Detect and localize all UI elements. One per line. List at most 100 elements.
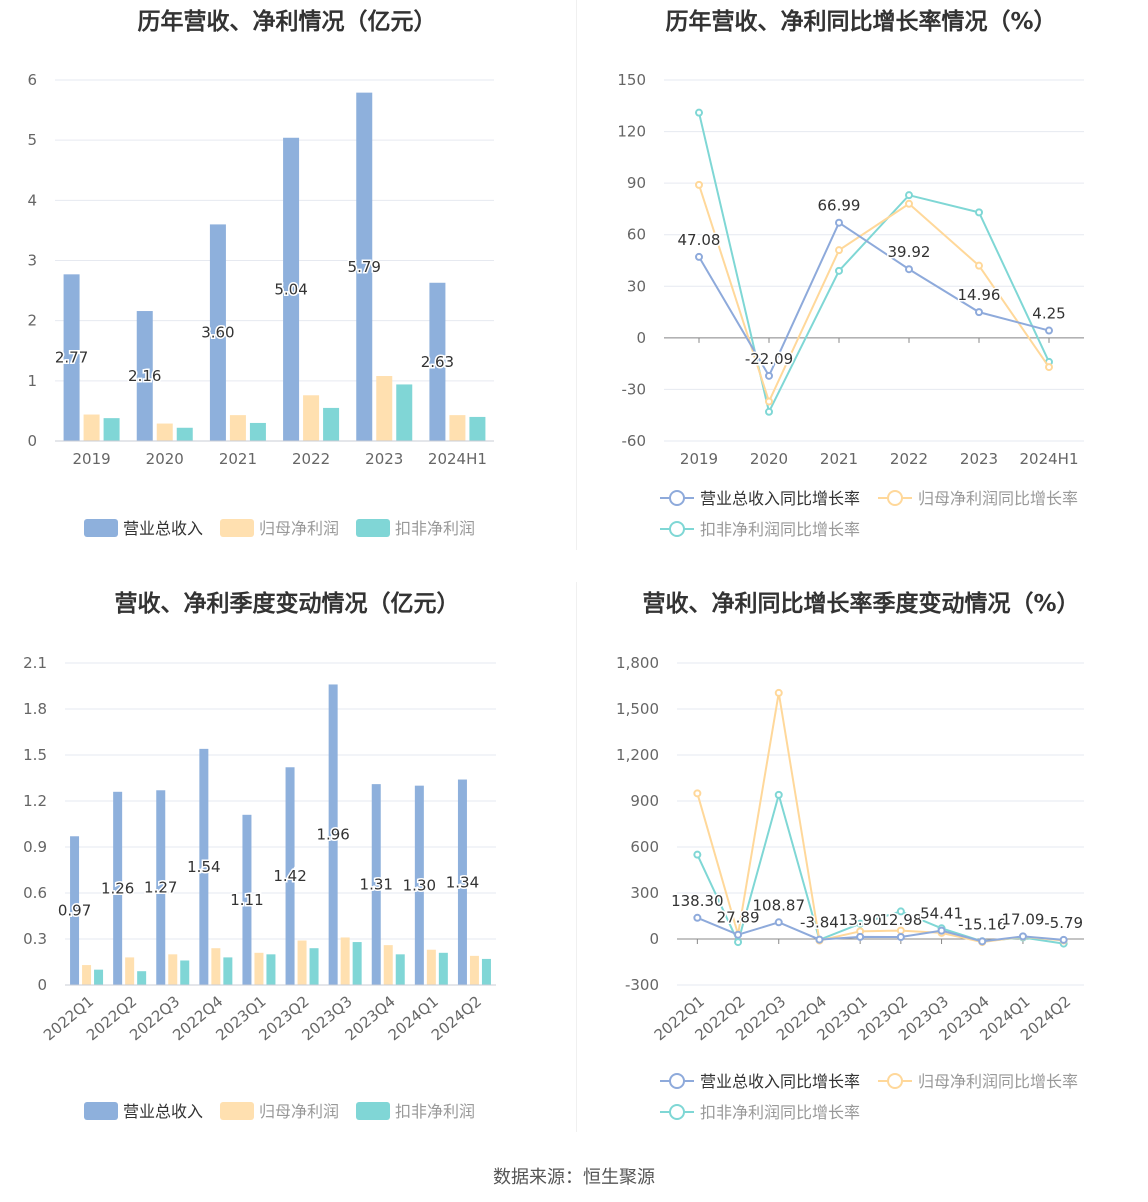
y-tick-label: 0 [37,976,47,994]
legend-marker [887,490,903,506]
bar [469,416,486,441]
x-tick-label: 2023 [365,450,403,468]
legend-swatch [356,519,390,537]
bar [266,954,276,985]
quarterly-revenue-profit-panel: 营收、净利季度变动情况（亿元） 0 0.3 0.6 0.9 1.2 1.5 1.8 2.1 20… [0,582,574,1162]
y-tick-label: 1,800 [616,654,659,672]
data-point [905,265,913,274]
y-tick-label: 1.8 [23,700,47,718]
data-point [896,907,905,916]
data-point [1045,326,1053,335]
bar [229,415,246,441]
x-tick-label: 2024H1 [1020,450,1079,468]
data-label: 54.41 [920,905,963,923]
quarterly-growth-rate-panel: 营收、净利同比增长率季度变动情况（%） -300 0 300 600 900 1,200 1… [574,582,1148,1162]
x-tick-label: 2021 [219,450,257,468]
vertical-divider-bottom [576,582,577,1132]
legend-label: 营业总收入同比增长率 [700,1072,860,1091]
y-tick-label: 2.1 [23,654,47,672]
legend-swatch [84,1102,118,1120]
y-tick-label: 300 [630,884,659,902]
data-point [765,407,773,416]
data-point [856,932,865,941]
y-tick-label: 600 [630,838,659,856]
bar [136,311,153,441]
legend-label: 归母净利润同比增长率 [918,489,1078,508]
bar [285,767,295,985]
data-point [937,926,946,935]
data-label: 17.09 [1001,910,1044,928]
data-label: 12.98 [879,911,922,929]
legend-marker [887,1073,903,1089]
data-label: 1.42 [273,867,306,885]
data-point [905,191,913,200]
data-point [765,397,773,406]
data-label: 2.16 [128,367,161,385]
y-tick-label: 1 [27,372,37,390]
bar [303,395,320,441]
legend-label: 扣非净利润同比增长率 [700,520,860,539]
bar [156,423,173,441]
y-tick-label: 4 [27,191,37,209]
data-point [734,930,743,939]
y-tick-label: 5 [27,131,37,149]
data-label: 14.96 [958,286,1001,304]
data-label: 2.77 [55,349,88,367]
bar [103,418,120,441]
x-tick-label: 2020 [750,450,788,468]
data-label: 5.04 [274,280,307,298]
legend-label: 归母净利润 [259,519,339,538]
data-label: 1.27 [144,879,177,897]
data-point [975,208,983,217]
bar [63,274,80,441]
x-tick-label: 2020 [146,450,184,468]
data-label: 1.34 [446,873,479,891]
annual-revenue-profit-panel: 历年营收、净利情况（亿元） 0 1 2 3 4 5 6 2019 2020 2021 2022 202… [0,0,574,580]
quarterly-line-chart: -30003006009001,2001,5001,8002022Q12022Q… [616,654,1085,1122]
legend-label: 扣非净利润 [395,1102,475,1121]
data-point [978,937,987,946]
y-tick-label: 2 [27,312,37,330]
bar [199,748,209,985]
data-point [774,688,783,697]
data-label: -22.09 [745,350,793,368]
chart-title: 历年营收、净利同比增长率情况（%） [665,9,1057,35]
bar [371,784,381,985]
bar [283,137,300,441]
data-point [856,919,865,928]
data-point [1018,932,1027,941]
annual-line-chart: -60 -30 0 30 60 90 120 150 2019 2020 2021 2022 2023 2… [617,71,1084,539]
data-point [905,199,913,208]
bar [209,224,226,441]
data-label: 13.90 [839,911,882,929]
data-label: 5.79 [348,258,381,276]
y-tick-label: 0 [649,930,659,948]
data-point [896,933,905,942]
data-label: 1.54 [187,858,220,876]
data-label: -5.79 [1044,914,1083,932]
bar [309,948,319,985]
data-point [1059,935,1068,944]
data-label: 39.92 [888,243,931,261]
bar [168,954,178,985]
data-point [734,938,743,947]
data-label: 1.96 [316,826,349,844]
bar [323,407,340,441]
data-label: 1.11 [230,891,263,909]
bar [82,965,92,985]
data-label: 0.97 [58,902,91,920]
y-tick-label: 0.9 [23,838,47,856]
x-tick-label: 2022 [890,450,928,468]
data-label: 3.60 [201,324,234,342]
y-tick-label: 1.5 [23,746,47,764]
data-point [835,246,843,255]
bar [396,384,413,441]
bar [328,684,338,985]
data-point [695,180,703,189]
annual-bar-chart: 0 1 2 3 4 5 6 2019 2020 2021 2022 2023 2024H1 2.77 2.1… [27,71,494,538]
y-tick-label: 0.6 [23,884,47,902]
data-point [1045,363,1053,372]
data-point [695,252,703,261]
legend-label: 营业总收入 [123,519,203,538]
bar [414,785,424,985]
